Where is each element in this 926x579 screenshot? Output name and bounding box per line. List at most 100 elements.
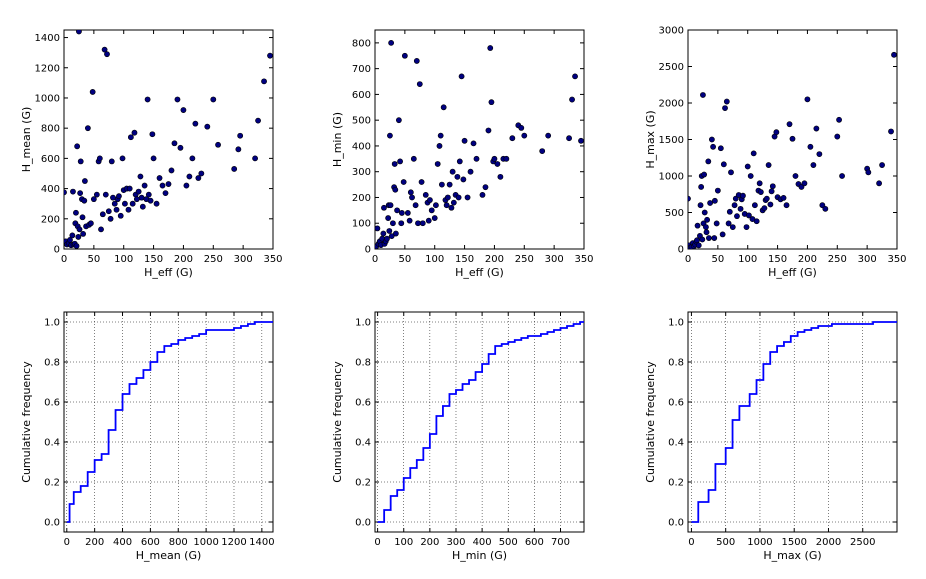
y-tick-label: 300 [352, 167, 371, 178]
scatter-point [723, 98, 730, 105]
data-layer [691, 321, 897, 523]
scatter-point [491, 155, 498, 162]
scatter-point [488, 99, 495, 106]
y-axis-label: H_min (G) [331, 112, 344, 167]
scatter-point [129, 200, 136, 207]
y-tick-label: 600 [352, 90, 371, 101]
y-tick-label: 400 [352, 141, 371, 152]
scatter-point [102, 191, 109, 198]
x-tick-label: 150 [144, 254, 163, 265]
y-tick-label: 200 [41, 214, 60, 225]
scatter-point [394, 207, 400, 214]
scatter-point [482, 184, 489, 191]
scatter-point [210, 96, 217, 103]
x-tick-label: 400 [113, 537, 132, 548]
scatter-point [446, 181, 453, 188]
scatter-point [80, 230, 87, 237]
scatter-point [168, 167, 175, 174]
scatter-point [375, 225, 381, 232]
scatter-point [237, 132, 244, 139]
scatter-point [390, 220, 396, 227]
x-tick-label: 0 [685, 254, 691, 265]
scatter-point [98, 226, 104, 233]
scatter-point [757, 189, 764, 195]
scatter-point [698, 184, 705, 190]
cumulative-step-line [377, 321, 584, 523]
scatter-point [89, 89, 96, 95]
scatter-point [737, 205, 744, 212]
scatter-point [162, 190, 169, 197]
x-axis-label: H_mean (G) [136, 549, 202, 562]
scatter-point [807, 143, 814, 150]
scatter-point [111, 200, 118, 207]
scatter-point [401, 52, 408, 59]
axes-frame [687, 311, 898, 533]
scatter-point [729, 224, 736, 230]
scatter-point [769, 183, 776, 190]
scatter-point [75, 234, 82, 240]
y-tick-label: 1.0 [668, 318, 684, 329]
scatter-point [494, 161, 501, 167]
scatter-point [888, 128, 894, 135]
scatter-point [731, 202, 738, 209]
scatter-point [569, 96, 575, 103]
scatter-point [137, 173, 144, 180]
y-tick-label: 0.6 [44, 398, 60, 409]
scatter-point [497, 173, 504, 180]
scatter-point [174, 96, 181, 103]
scatter-point [891, 51, 897, 58]
scatter-point [743, 224, 750, 230]
scatter-point [816, 151, 823, 157]
scatter-point [96, 155, 103, 162]
scatter-point [64, 189, 67, 196]
scatter-point [461, 137, 468, 144]
scatter-point [119, 155, 126, 162]
y-axis-label: H_mean (G) [20, 107, 33, 173]
scatter-point [135, 188, 142, 195]
scatter-point [406, 217, 413, 224]
y-axis-label: H_max (G) [644, 110, 657, 168]
scatter-point [398, 220, 405, 227]
scatter-point [479, 191, 486, 198]
axes-frame [374, 29, 585, 250]
scatter-point [261, 78, 267, 85]
scatter-point [73, 243, 80, 249]
scatter-point [879, 162, 885, 168]
scatter-point [707, 200, 713, 206]
scatter-point [410, 155, 417, 162]
scatter-point [427, 197, 433, 203]
axes-frame [374, 311, 585, 533]
scatter-point [756, 180, 763, 187]
y-tick-label: 0.4 [668, 438, 684, 449]
x-tick-label: 350 [887, 254, 906, 265]
scatter-point [126, 185, 133, 192]
x-tick-label: 300 [234, 254, 253, 265]
y-tick-label: 1.0 [355, 318, 371, 329]
scatter-point [746, 212, 752, 219]
y-tick-label: 200 [352, 193, 371, 204]
x-tick-label: 500 [716, 537, 735, 548]
scatter-point [90, 196, 97, 203]
scatter-point [77, 190, 84, 197]
scatter-point [751, 202, 758, 209]
scatter-point [704, 216, 711, 223]
scatter-point [836, 116, 842, 123]
scatter-point [518, 125, 525, 131]
x-tick-label: 1400 [249, 537, 274, 548]
y-tick-label: 0 [365, 245, 371, 256]
y-axis-label: Cumulative frequency [644, 361, 657, 483]
y-tick-label: 0.4 [44, 438, 60, 449]
scatter-point [422, 191, 429, 198]
scatter-point [458, 73, 465, 80]
x-tick-label: 200 [174, 254, 193, 265]
chart-5: 0 100 200 300 400 500 600 700 0.0 0.2 0.4 0.6 0.8 1.0… [331, 311, 585, 562]
scatter-point [107, 215, 114, 222]
scatter-point [67, 237, 73, 243]
y-tick-label: 0.2 [668, 478, 684, 489]
scatter-point [397, 158, 403, 165]
data-layer [377, 321, 584, 523]
scatter-point [780, 194, 787, 201]
x-tick-label: 800 [169, 537, 188, 548]
